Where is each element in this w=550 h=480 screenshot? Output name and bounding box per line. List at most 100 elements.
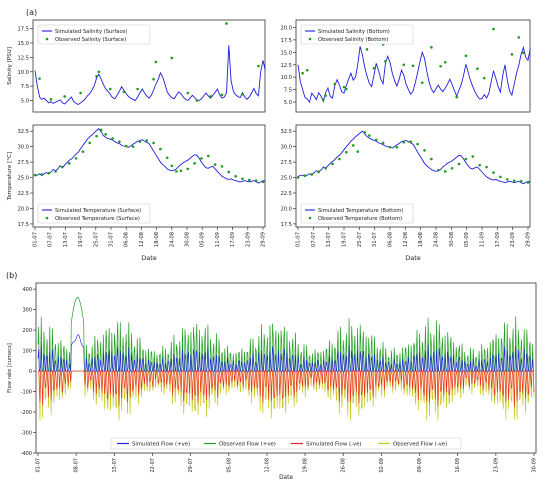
y-tick-label: 12.5 bbox=[280, 63, 292, 69]
data-point bbox=[476, 67, 479, 71]
panel-a1: 5.0 7.5 10.0 12.5 15.0 17.5 Salinity [PSU] Simu… bbox=[7, 8, 266, 113]
x-tick-label: 31-07 bbox=[372, 232, 378, 247]
data-point bbox=[54, 170, 57, 173]
data-point bbox=[519, 179, 523, 183]
y-tick-label: 17.5 bbox=[280, 222, 292, 228]
data-point bbox=[455, 95, 459, 99]
data-point bbox=[257, 64, 260, 68]
data-point bbox=[122, 90, 126, 94]
x-tick-label: 15-07 bbox=[112, 458, 118, 473]
y-tick-label: 20.0 bbox=[17, 206, 29, 212]
x-tick-label: 30-08 bbox=[449, 232, 455, 247]
data-point bbox=[324, 166, 327, 170]
legend-label: Simulated Salinity (Surface) bbox=[55, 29, 128, 35]
data-point bbox=[108, 87, 112, 91]
data-point bbox=[464, 54, 468, 58]
y-tick-label: -100 bbox=[21, 390, 32, 396]
data-point bbox=[522, 51, 525, 55]
data-point bbox=[63, 95, 66, 98]
x-tick-label: 23-09 bbox=[510, 232, 516, 247]
data-point bbox=[485, 165, 488, 169]
data-point bbox=[351, 144, 355, 147]
data-point bbox=[81, 150, 85, 153]
data-point bbox=[152, 141, 155, 145]
data-point bbox=[345, 150, 348, 154]
x-tick-label: 29-09 bbox=[526, 232, 532, 247]
y-tick-label: 20.0 bbox=[280, 206, 292, 212]
data-point bbox=[227, 170, 231, 174]
data-point bbox=[483, 76, 486, 80]
series-line bbox=[297, 130, 531, 185]
y-tick-label: -400 bbox=[21, 451, 32, 457]
data-point bbox=[356, 150, 360, 153]
data-point bbox=[506, 178, 509, 181]
legend-label: Observed Flow (+ve) bbox=[219, 442, 276, 448]
x-tick-label: 18-08 bbox=[154, 232, 160, 247]
data-point bbox=[439, 64, 442, 68]
y-tick-label: 200 bbox=[22, 328, 32, 334]
data-point bbox=[430, 46, 433, 49]
data-point bbox=[301, 71, 304, 75]
data-point bbox=[342, 85, 346, 89]
y-axis-label: Flow rate [cumecs] bbox=[7, 343, 13, 393]
data-point bbox=[345, 87, 348, 91]
data-point bbox=[234, 175, 237, 178]
x-tick-label: 12-08 bbox=[403, 232, 409, 247]
data-point bbox=[510, 53, 514, 56]
data-point bbox=[296, 176, 300, 179]
panel-label: (a) bbox=[26, 8, 37, 17]
data-point bbox=[38, 77, 41, 80]
series-line-simulated-positive bbox=[37, 334, 534, 372]
y-tick-label: 300 bbox=[22, 308, 32, 314]
data-point bbox=[124, 144, 128, 148]
data-point bbox=[526, 181, 530, 184]
y-tick-label: 27.5 bbox=[280, 160, 292, 166]
data-point bbox=[512, 179, 516, 182]
data-point bbox=[254, 179, 258, 182]
data-point bbox=[159, 147, 162, 151]
data-point bbox=[175, 170, 178, 173]
y-tick-label: 0 bbox=[29, 369, 32, 375]
y-tick-label: 30.0 bbox=[280, 145, 292, 151]
legend-point-swatch bbox=[308, 216, 312, 220]
data-point bbox=[317, 170, 321, 174]
series-line bbox=[34, 128, 266, 184]
data-point bbox=[111, 137, 114, 140]
legend-label: Simulated Temperature (Surface) bbox=[55, 208, 141, 214]
x-tick-label: 06-08 bbox=[388, 232, 394, 247]
x-tick-label: 30-09 bbox=[532, 458, 538, 473]
y-tick-label: 30.0 bbox=[17, 145, 29, 151]
data-point bbox=[186, 91, 190, 95]
data-point bbox=[331, 162, 334, 166]
x-tick-label: 11-09 bbox=[480, 232, 486, 247]
data-point bbox=[145, 139, 149, 142]
data-point bbox=[170, 164, 174, 168]
data-point bbox=[261, 180, 265, 184]
data-point bbox=[241, 92, 244, 96]
data-point bbox=[209, 95, 212, 98]
data-point bbox=[136, 87, 139, 91]
x-tick-label: 06-08 bbox=[124, 232, 130, 247]
data-point bbox=[104, 132, 107, 136]
data-point bbox=[430, 157, 433, 161]
y-tick-label: 15.0 bbox=[280, 50, 292, 56]
data-point bbox=[411, 64, 415, 68]
x-tick-label: 31-07 bbox=[109, 232, 115, 247]
y-tick-label: 32.5 bbox=[280, 129, 292, 135]
data-point bbox=[95, 75, 98, 78]
data-point bbox=[499, 175, 502, 179]
x-tick-label: 17-09 bbox=[495, 232, 501, 247]
data-point bbox=[99, 128, 103, 132]
x-tick-label: 16-09 bbox=[455, 458, 461, 473]
legend-label: Observed Temperature (Surface) bbox=[55, 216, 140, 222]
data-point bbox=[416, 142, 419, 146]
y-tick-label: 7.5 bbox=[284, 88, 292, 94]
data-point bbox=[420, 81, 424, 84]
y-tick-label: 400 bbox=[22, 287, 32, 293]
panel-b: -400 -300 -200 -100 0 100 200 300 400 Flow rate [… bbox=[6, 271, 538, 480]
data-point bbox=[368, 134, 371, 137]
x-tick-label: 13-07 bbox=[63, 232, 69, 247]
y-tick-label: 17.5 bbox=[17, 222, 29, 228]
x-tick-label: 23-09 bbox=[245, 232, 251, 247]
legend-label: Simulated Temperature (Bottom) bbox=[318, 208, 403, 214]
